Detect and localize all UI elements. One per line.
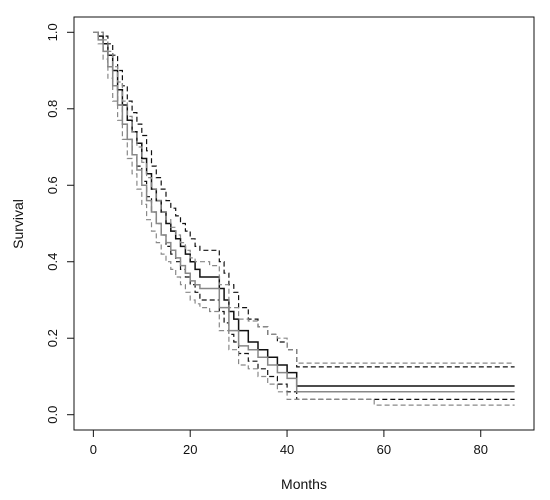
x-tick-label: 80 <box>474 442 488 457</box>
y-tick-label: 0.8 <box>45 100 60 118</box>
x-tick-label: 40 <box>280 442 294 457</box>
y-axis: 0.0 0.2 0.4 0.6 0.8 1.0 <box>45 23 74 424</box>
series-b-estimate <box>93 31 515 393</box>
x-tick-label: 60 <box>377 442 391 457</box>
y-tick-label: 0.6 <box>45 176 60 194</box>
series-layer <box>93 31 515 406</box>
plot-frame <box>73 16 535 431</box>
series-b-upper-ci <box>93 31 515 364</box>
x-tick-label: 20 <box>183 442 197 457</box>
x-axis-label: Months <box>281 476 327 492</box>
x-tick-label: 0 <box>90 442 97 457</box>
x-axis: 0 20 40 60 80 <box>90 430 488 457</box>
y-tick-label: 0.4 <box>45 253 60 271</box>
series-a-upper-ci <box>93 31 515 368</box>
y-axis-label: Survival <box>10 199 26 249</box>
y-tick-label: 1.0 <box>45 23 60 41</box>
y-tick-label: 0.2 <box>45 329 60 347</box>
y-tick-label: 0.0 <box>45 406 60 424</box>
series-a-estimate <box>93 31 515 387</box>
